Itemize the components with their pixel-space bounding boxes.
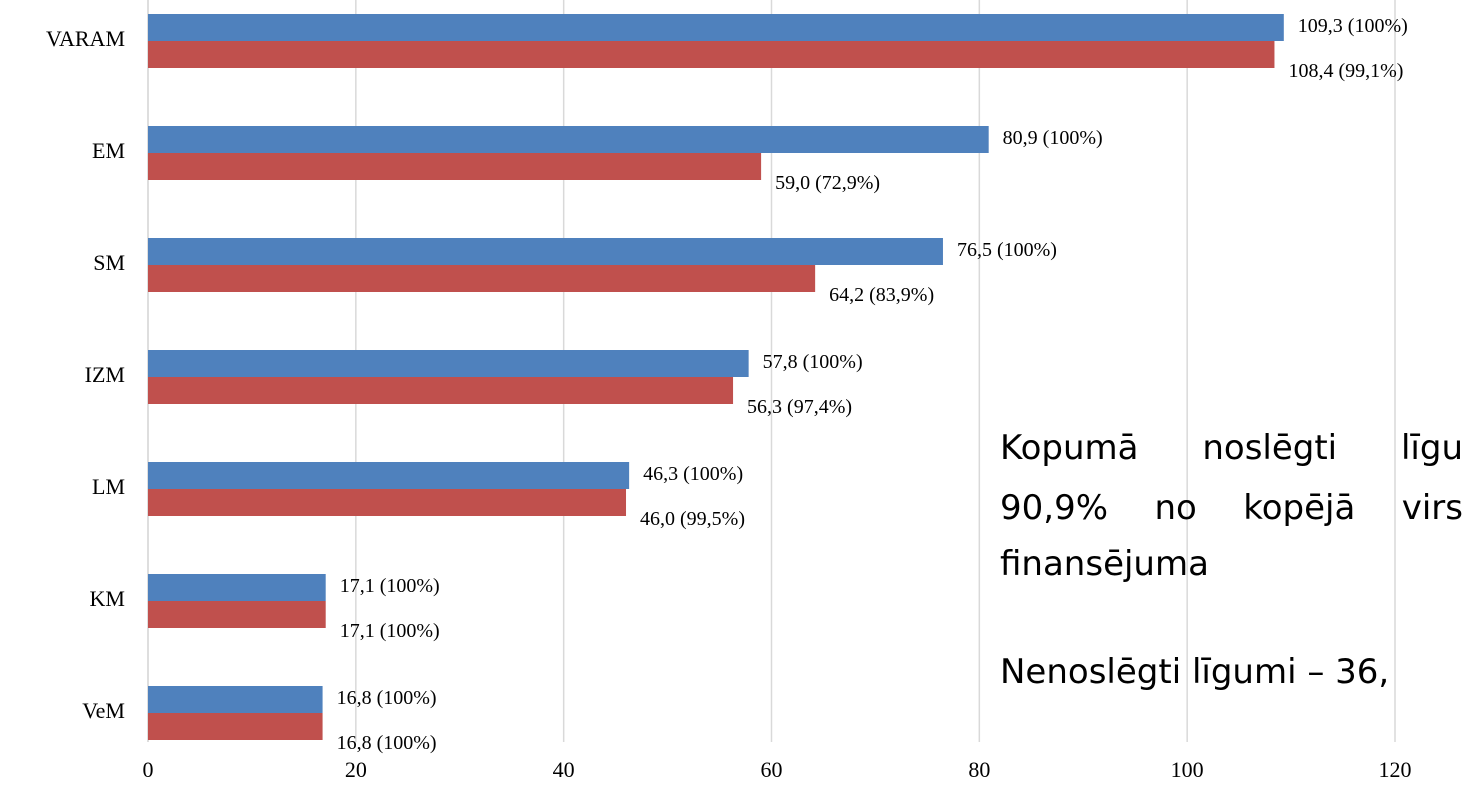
bar (148, 350, 749, 377)
y-tick-label: VARAM (46, 26, 125, 51)
bar (148, 265, 816, 292)
x-tick-label: 0 (143, 757, 154, 782)
bar (148, 574, 326, 601)
y-tick-label: SM (93, 250, 125, 275)
x-tick-label: 60 (761, 757, 783, 782)
x-tick-label: 100 (1171, 757, 1204, 782)
x-tick-label: 120 (1379, 757, 1412, 782)
data-label: 108,4 (99,1%) (1288, 60, 1403, 82)
data-label: 59,0 (72,9%) (775, 172, 880, 194)
y-tick-label: VeM (82, 698, 125, 723)
bar (148, 601, 326, 628)
data-label: 57,8 (100%) (763, 351, 863, 373)
bar (148, 126, 989, 153)
data-label: 80,9 (100%) (1003, 127, 1103, 149)
data-label: 46,3 (100%) (643, 463, 743, 485)
data-label: 109,3 (100%) (1298, 15, 1408, 37)
annotation: 90,9% no kopējā virs (1000, 488, 1463, 528)
data-label: 16,8 (100%) (337, 732, 437, 754)
bar (148, 41, 1275, 68)
bar (148, 238, 943, 265)
data-label: 17,1 (100%) (340, 575, 440, 597)
bar (148, 713, 323, 740)
y-tick-label: LM (92, 474, 125, 499)
data-label: 64,2 (83,9%) (829, 284, 934, 306)
bar (148, 489, 627, 516)
data-label: 76,5 (100%) (957, 239, 1057, 261)
data-label: 16,8 (100%) (337, 687, 437, 709)
bar (148, 153, 762, 180)
y-tick-label: EM (92, 138, 125, 163)
y-tick-label: KM (90, 586, 125, 611)
x-tick-label: 20 (345, 757, 367, 782)
bar (148, 686, 323, 713)
data-label: 56,3 (97,4%) (747, 396, 852, 418)
annotation: Kopumā noslēgti līgu (1000, 428, 1463, 468)
bar (148, 462, 630, 489)
x-tick-label: 80 (968, 757, 990, 782)
data-label: 46,0 (99,5%) (640, 508, 745, 530)
data-label: 17,1 (100%) (340, 620, 440, 642)
annotation: finansējuma (1000, 544, 1209, 584)
bar (148, 377, 734, 404)
x-tick-label: 40 (553, 757, 575, 782)
bar (148, 14, 1284, 41)
y-tick-label: IZM (85, 362, 125, 387)
annotation: Nenoslēgti līgumi – 36, (1000, 652, 1390, 692)
